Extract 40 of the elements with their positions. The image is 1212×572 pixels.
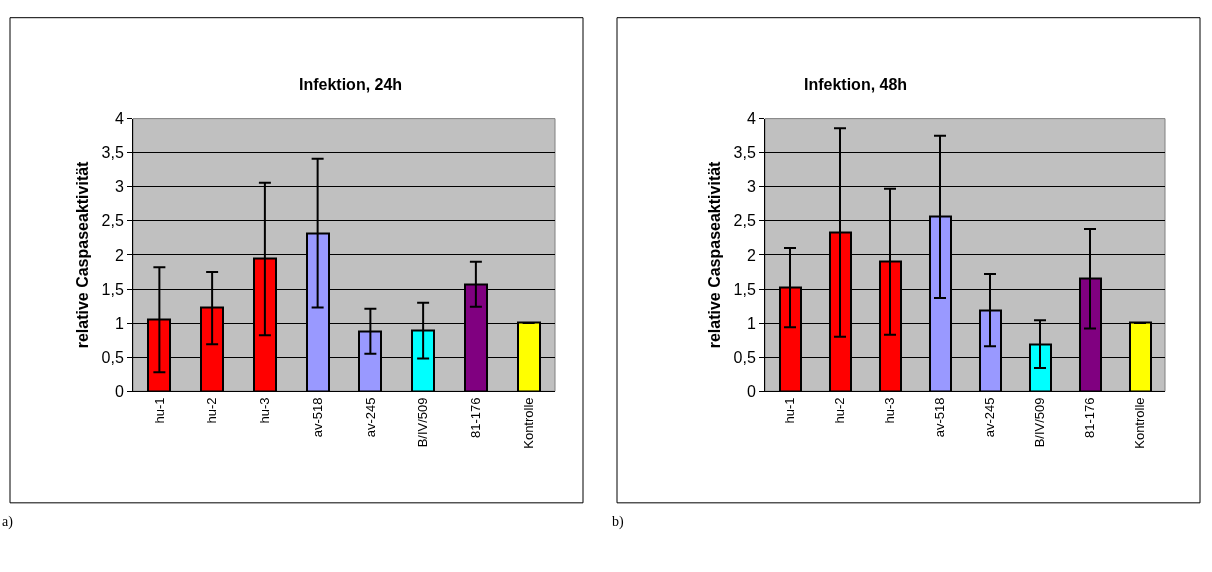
y-tick-label: 1 — [746, 314, 756, 332]
y-tick-label: 1,5 — [101, 280, 124, 298]
x-tick-label: Kontrolle — [1132, 397, 1148, 449]
x-tick-label: Kontrolle — [520, 397, 536, 449]
x-tick-label: av-518 — [309, 397, 325, 438]
x-tick-label: 81-176 — [1082, 397, 1098, 438]
x-tick-label: av-245 — [982, 397, 998, 438]
chart-title: Infektion, 48h — [804, 76, 908, 93]
x-tick-label: hu-3 — [257, 397, 273, 424]
y-tick-label: 3,5 — [733, 144, 756, 162]
chart-title: Infektion, 24h — [299, 76, 403, 93]
x-tick-label: hu-2 — [832, 397, 848, 424]
text: b) — [612, 514, 624, 530]
y-axis-title: relative Caspaseaktivität — [74, 160, 92, 349]
y-tick-label: 2,5 — [101, 212, 124, 230]
x-tick-label: 81-176 — [468, 397, 484, 438]
y-tick-label: 0,5 — [733, 348, 756, 366]
x-tick-label: hu-2 — [204, 397, 220, 424]
x-tick-label: hu-1 — [151, 397, 167, 424]
y-tick-label: 4 — [114, 110, 124, 128]
x-tick-label: B/IV/509 — [415, 397, 431, 448]
x-tick-label: hu-3 — [882, 397, 898, 424]
y-tick-label: 2,5 — [733, 212, 756, 230]
y-tick-label: 2 — [114, 246, 124, 264]
y-tick-label: 1,5 — [733, 280, 756, 298]
y-tick-label: 1 — [114, 314, 124, 332]
x-tick-label: av-518 — [932, 397, 948, 438]
x-tick-label: hu-1 — [782, 397, 798, 424]
y-tick-label: 3,5 — [101, 144, 124, 162]
y-axis-title: relative Caspaseaktivität — [706, 160, 724, 349]
y-tick-label: 2 — [746, 246, 756, 264]
y-tick-label: 0 — [114, 382, 124, 400]
x-tick-label: av-245 — [362, 397, 378, 438]
y-tick-label: 3 — [746, 178, 756, 196]
y-tick-label: 4 — [746, 110, 756, 128]
x-tick-label: B/IV/509 — [1032, 397, 1048, 448]
y-tick-label: 0 — [746, 382, 756, 400]
y-tick-label: 3 — [114, 178, 124, 196]
text: a) — [2, 514, 14, 530]
y-tick-label: 0,5 — [101, 348, 124, 366]
